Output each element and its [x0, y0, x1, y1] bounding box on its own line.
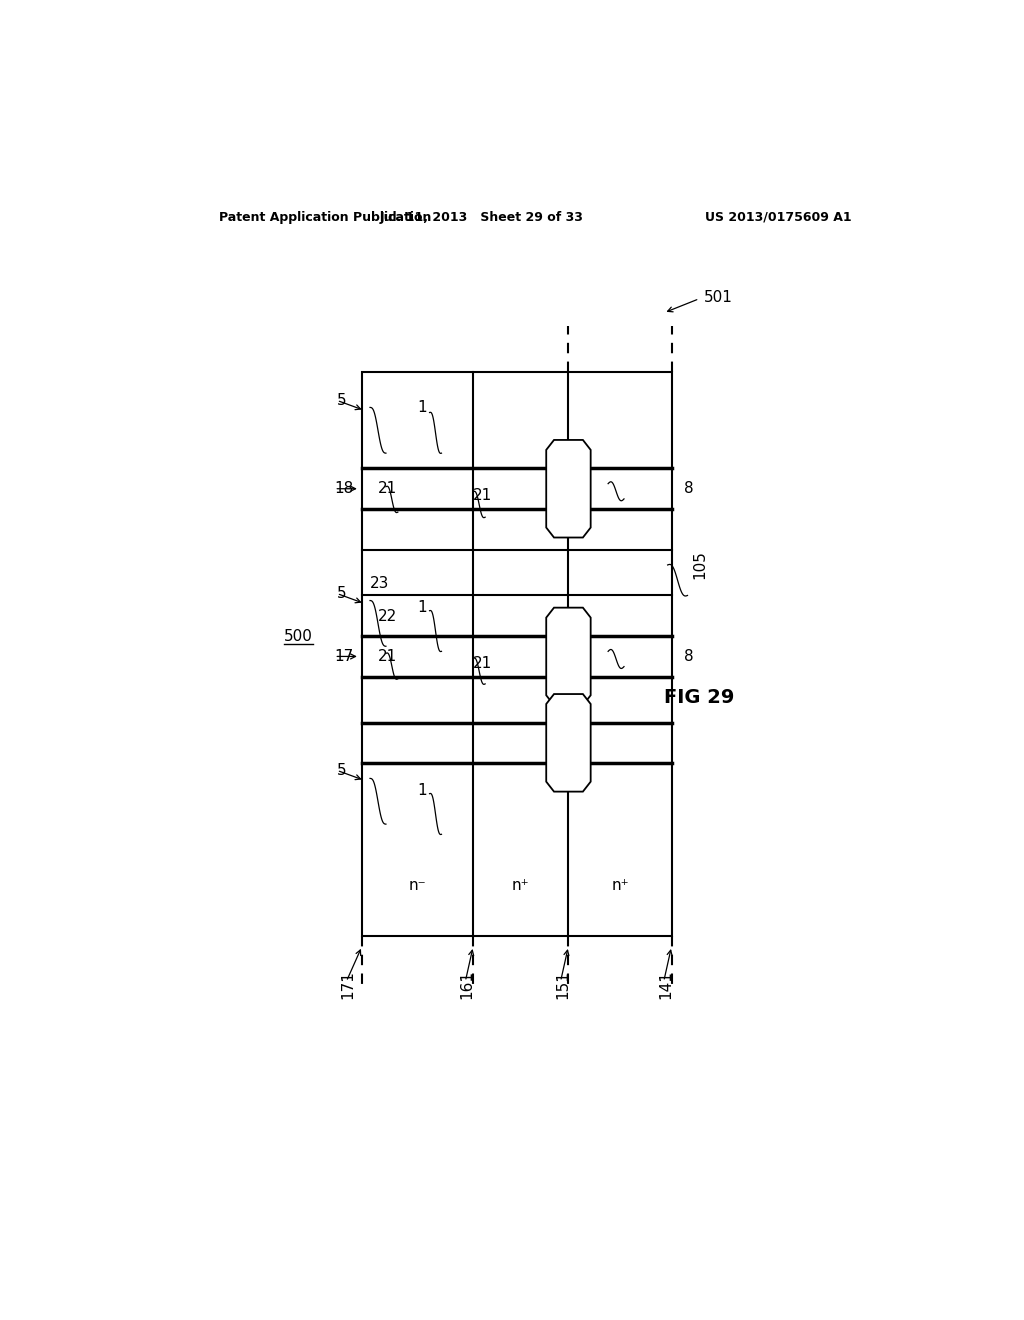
Text: 17: 17	[334, 649, 353, 664]
Text: n⁻: n⁻	[409, 878, 426, 892]
Text: 8: 8	[684, 649, 693, 664]
Text: US 2013/0175609 A1: US 2013/0175609 A1	[706, 211, 852, 224]
Text: 151: 151	[555, 970, 570, 999]
Polygon shape	[546, 694, 591, 792]
Text: 8: 8	[684, 482, 693, 496]
Text: 501: 501	[705, 290, 733, 305]
Text: 18: 18	[334, 482, 353, 496]
Text: 105: 105	[692, 550, 707, 579]
Text: 21: 21	[378, 649, 397, 664]
Polygon shape	[546, 440, 591, 537]
Text: 1: 1	[418, 783, 427, 799]
Text: 141: 141	[658, 970, 673, 999]
Text: 1: 1	[418, 400, 427, 414]
Text: 171: 171	[341, 970, 355, 999]
Text: 21: 21	[473, 656, 493, 671]
Text: 161: 161	[460, 970, 475, 999]
Text: 21: 21	[473, 488, 493, 503]
Text: 1: 1	[418, 601, 427, 615]
Text: 5: 5	[337, 586, 346, 601]
Text: 500: 500	[285, 628, 313, 644]
Text: Patent Application Publication: Patent Application Publication	[219, 211, 432, 224]
Text: Jul. 11, 2013   Sheet 29 of 33: Jul. 11, 2013 Sheet 29 of 33	[379, 211, 583, 224]
Text: n⁺: n⁺	[512, 878, 529, 892]
Text: FIG 29: FIG 29	[665, 688, 734, 706]
Text: 22: 22	[378, 610, 397, 624]
Text: 5: 5	[337, 763, 346, 777]
Text: n⁺: n⁺	[611, 878, 629, 892]
Text: 21: 21	[378, 482, 397, 496]
Text: 23: 23	[370, 576, 389, 591]
Text: 5: 5	[337, 393, 346, 408]
Polygon shape	[546, 607, 591, 705]
Bar	[362, 372, 672, 936]
